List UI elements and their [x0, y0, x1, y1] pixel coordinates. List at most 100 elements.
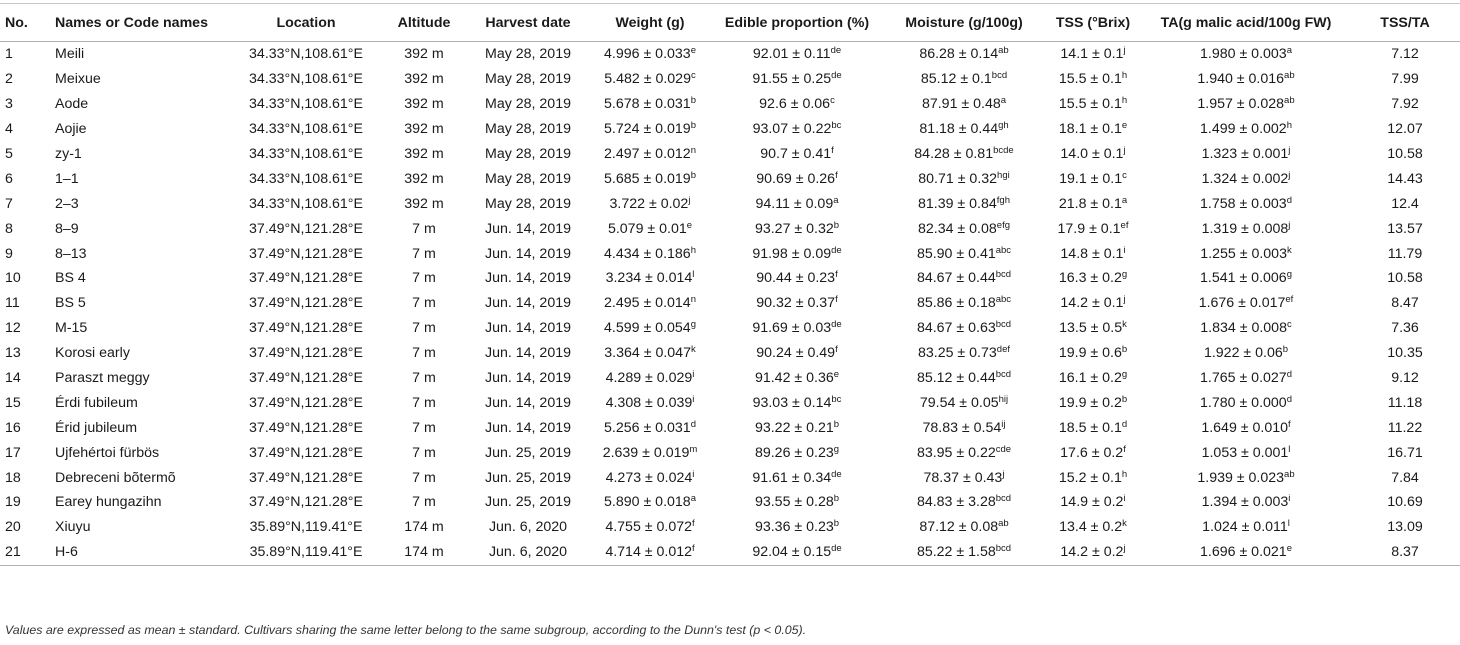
cell-value: 14.8 ± 0.1	[1060, 245, 1124, 262]
col-header-edible: Edible proportion (%)	[710, 3, 884, 42]
cell-value: 3.722 ± 0.02	[609, 195, 689, 212]
cell-tss: 14.2 ± 0.1j	[1044, 291, 1142, 316]
cell-altitude: 7 m	[412, 444, 436, 461]
significance-letter: d	[1286, 369, 1292, 381]
cell-no: 12	[5, 320, 21, 337]
cell-value: 80.71 ± 0.32	[918, 170, 998, 187]
cell-ta: 1.940 ± 0.016ab	[1142, 67, 1350, 92]
cell-weight: 3.364 ± 0.047k	[590, 341, 710, 366]
significance-letter: c	[690, 70, 696, 82]
significance-letter: j	[1123, 145, 1126, 156]
cell-tss: 18.1 ± 0.1e	[1044, 117, 1142, 142]
cell-tss-ta: 13.09	[1387, 519, 1423, 536]
significance-letter: c	[830, 95, 835, 107]
cell-tss-ta: 10.69	[1387, 494, 1423, 511]
cell-name: Érdi fubileum	[55, 394, 138, 411]
table-row: 11 BS 5 37.49°N,121.28°E 7 m Jun. 14, 2019 2.…	[0, 291, 1460, 316]
cell-ta: 1.957 ± 0.028ab	[1142, 92, 1350, 117]
cell-value: 2.639 ± 0.019	[602, 444, 690, 461]
cell-name: Meili	[55, 46, 85, 63]
table-row: 5 zy-1 34.33°N,108.61°E 392 m May 28, 2019 2.…	[0, 142, 1460, 167]
cell-harvest-date: Jun. 14, 2019	[485, 320, 571, 337]
significance-letter: gh	[998, 120, 1009, 132]
cell-value: 16.1 ± 0.2	[1058, 370, 1122, 387]
significance-letter: m	[689, 443, 698, 455]
cell-no: 9	[5, 245, 13, 262]
cell-name: Ujfehértoi fürbös	[55, 444, 160, 461]
significance-letter: n	[690, 145, 696, 156]
cell-name: Xiuyu	[55, 519, 91, 536]
significance-letter: b	[1121, 344, 1128, 356]
cell-weight: 3.234 ± 0.014l	[590, 266, 710, 291]
cell-value: 84.67 ± 0.44	[916, 270, 996, 287]
significance-letter: h	[1121, 468, 1128, 480]
cell-ta: 1.834 ± 0.008c	[1142, 316, 1350, 341]
significance-letter: b	[690, 169, 696, 181]
cell-tss: 15.2 ± 0.1h	[1044, 465, 1142, 490]
cell-edible: 93.22 ± 0.21b	[710, 415, 884, 440]
cell-no: 20	[5, 519, 21, 536]
significance-letter: g	[1121, 269, 1128, 281]
significance-letter: f	[835, 294, 838, 306]
cell-no: 5	[5, 146, 13, 162]
significance-letter: de	[831, 70, 842, 82]
cell-name: M-15	[55, 320, 88, 337]
cell-value: 5.079 ± 0.01	[607, 220, 687, 237]
col-header-tss: TSS (°Brix)	[1044, 3, 1142, 42]
cell-name: 8–13	[55, 245, 87, 262]
cell-weight: 5.482 ± 0.029c	[590, 67, 710, 92]
significance-letter: f	[835, 344, 838, 356]
cell-tss: 14.2 ± 0.2j	[1044, 539, 1142, 566]
cell-value: 83.25 ± 0.73	[917, 345, 997, 362]
cell-harvest-date: Jun. 6, 2020	[488, 519, 568, 536]
table-row: 4 Aojie 34.33°N,108.61°E 392 m May 28, 2019 5…	[0, 117, 1460, 142]
cell-moisture: 85.12 ± 0.44bcd	[884, 366, 1044, 391]
cell-weight: 4.273 ± 0.024i	[590, 465, 710, 490]
significance-letter: j	[1002, 468, 1005, 480]
cell-weight: 5.256 ± 0.031d	[590, 415, 710, 440]
significance-letter: i	[692, 468, 695, 480]
cell-value: 14.2 ± 0.1	[1060, 295, 1124, 312]
cell-value: 4.289 ± 0.029	[605, 370, 693, 387]
cell-value: 90.69 ± 0.26	[756, 170, 836, 187]
significance-letter: k	[1122, 319, 1127, 331]
significance-letter: b	[833, 493, 840, 505]
significance-letter: l	[1288, 443, 1291, 455]
cell-name: zy-1	[55, 146, 82, 162]
significance-letter: g	[690, 319, 696, 331]
cell-value: 1.922 ± 0.06	[1203, 345, 1283, 362]
cell-name: 1–1	[55, 170, 79, 187]
significance-letter: j	[1288, 219, 1291, 231]
cell-no: 3	[5, 96, 13, 113]
cell-value: 14.9 ± 0.2	[1060, 494, 1124, 511]
significance-letter: f	[692, 543, 695, 555]
cell-harvest-date: Jun. 6, 2020	[466, 539, 590, 566]
cell-harvest-date: May 28, 2019	[485, 46, 571, 63]
cell-moisture: 82.34 ± 0.08efg	[884, 216, 1044, 241]
cell-altitude: 7 m	[412, 245, 436, 262]
cell-value: 4.714 ± 0.012	[605, 544, 693, 561]
cell-altitude: 174 m	[382, 539, 466, 566]
cell-value: 93.36 ± 0.23	[754, 519, 834, 536]
significance-letter: c	[1286, 319, 1292, 331]
cell-ta: 1.053 ± 0.001l	[1142, 440, 1350, 465]
significance-letter: i	[692, 393, 695, 405]
significance-letter: de	[831, 319, 842, 331]
significance-letter: f	[1288, 418, 1291, 430]
cell-value: 92.01 ± 0.11	[752, 46, 831, 63]
significance-letter: abc	[995, 244, 1012, 256]
cell-value: 89.26 ± 0.23	[754, 444, 834, 461]
significance-letter: c	[1122, 169, 1127, 181]
cell-no: 7	[5, 195, 13, 212]
cell-name: Meixue	[55, 71, 101, 88]
significance-letter: hij	[998, 393, 1009, 405]
cell-harvest-date: Jun. 14, 2019	[485, 220, 571, 237]
table-row: 20 Xiuyu 35.89°N,119.41°E 174 m Jun. 6, 2020…	[0, 515, 1460, 540]
significance-letter: bcd	[991, 70, 1008, 82]
table-row: 19 Earey hungazihn 37.49°N,121.28°E 7 m Jun.…	[0, 490, 1460, 515]
cell-harvest-date: May 28, 2019	[485, 170, 571, 187]
significance-letter: n	[690, 294, 696, 306]
cell-moisture: 84.67 ± 0.63bcd	[884, 316, 1044, 341]
significance-letter: b	[833, 518, 840, 530]
significance-letter: f	[835, 269, 838, 281]
